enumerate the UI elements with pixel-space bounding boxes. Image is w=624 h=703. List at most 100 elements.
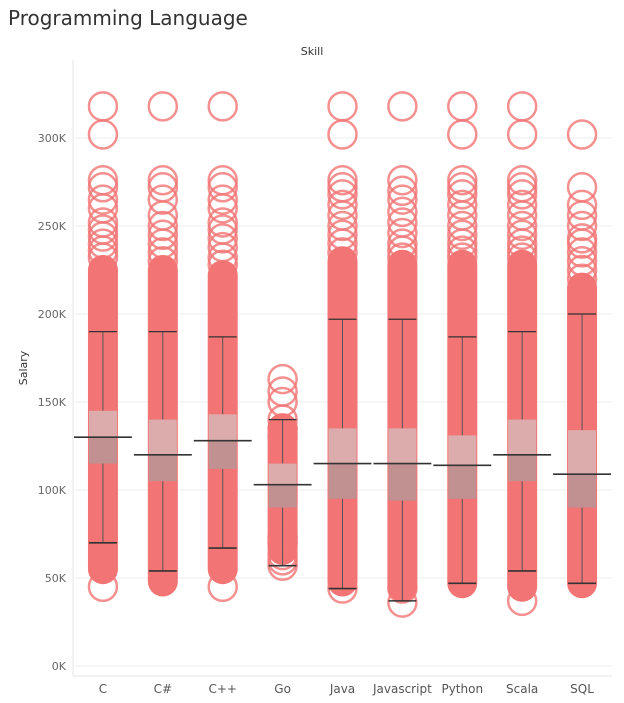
box-lower-half	[328, 463, 357, 499]
data-point	[147, 164, 179, 196]
data-point	[447, 235, 478, 266]
data-point	[207, 249, 238, 280]
data-point	[267, 386, 298, 418]
data-point	[506, 210, 538, 242]
data-point	[447, 242, 478, 273]
data-point	[207, 164, 238, 196]
y-tick-label: 200K	[38, 308, 67, 321]
data-point	[566, 189, 598, 221]
data-point	[506, 172, 538, 203]
y-tick-label: 50K	[45, 572, 67, 585]
data-point	[207, 571, 238, 603]
data-point	[506, 119, 538, 150]
data-point	[447, 210, 478, 242]
data-point	[506, 91, 538, 122]
y-tick-label: 150K	[38, 396, 67, 409]
data-point	[447, 179, 478, 210]
data-point	[387, 217, 418, 249]
y-axis-title: Salary	[17, 350, 30, 385]
box-upper-half	[268, 463, 297, 485]
x-tick-label: C#	[154, 682, 172, 696]
x-tick-label: Python	[441, 682, 483, 696]
data-point	[387, 207, 418, 238]
data-point	[506, 164, 538, 196]
data-point	[327, 119, 358, 150]
x-tick-label: Javascript	[372, 682, 432, 696]
data-point	[506, 242, 538, 273]
box-upper-half	[148, 419, 177, 455]
box-upper-half	[568, 430, 597, 475]
data-point	[87, 119, 119, 150]
data-point	[506, 219, 538, 251]
data-point	[87, 207, 119, 238]
data-point	[566, 172, 598, 203]
y-tick-label: 100K	[38, 484, 67, 497]
data-point	[447, 219, 478, 251]
data-point	[267, 376, 298, 407]
y-tick-label: 0K	[52, 660, 67, 673]
box-upper-half	[208, 414, 237, 441]
data-point	[207, 214, 238, 245]
data-point	[447, 119, 478, 150]
data-point	[327, 164, 358, 196]
box-upper-half	[508, 419, 537, 455]
data-point	[327, 91, 358, 122]
box-upper-half	[448, 435, 477, 466]
data-point	[147, 245, 179, 277]
box-upper-half	[328, 428, 357, 464]
data-point	[207, 172, 238, 203]
data-point	[387, 175, 418, 207]
data-point	[327, 237, 358, 268]
x-tick-label: C	[99, 682, 107, 696]
data-point	[207, 207, 238, 238]
y-tick-label: 250K	[38, 220, 67, 233]
data-point	[387, 91, 418, 122]
data-point	[387, 228, 418, 259]
data-point	[447, 164, 478, 196]
data-point	[327, 219, 358, 251]
box-lower-half	[268, 484, 297, 508]
data-point	[506, 189, 538, 221]
data-point	[566, 119, 598, 150]
box-upper-half	[88, 410, 117, 438]
data-point	[447, 91, 478, 122]
data-point	[387, 184, 418, 215]
data-point	[207, 231, 238, 263]
data-point	[147, 210, 179, 242]
data-point	[387, 242, 418, 273]
data-point	[327, 179, 358, 210]
data-point	[147, 237, 179, 268]
data-point	[566, 263, 598, 295]
data-point	[506, 179, 538, 210]
data-point	[566, 237, 598, 268]
data-point	[327, 189, 358, 221]
data-point	[506, 235, 538, 266]
data-point	[87, 571, 119, 603]
data-point	[147, 219, 179, 251]
data-point	[207, 91, 238, 122]
data-point	[207, 184, 238, 215]
data-point	[327, 172, 358, 203]
data-point	[87, 228, 119, 259]
data-point	[147, 91, 179, 122]
box-lower-half	[88, 437, 117, 464]
data-point	[87, 214, 119, 245]
column-header: Skill	[300, 45, 324, 58]
box-lower-half	[568, 474, 597, 508]
box-upper-half	[388, 428, 417, 464]
data-point	[387, 164, 418, 196]
x-tick-label: Scala	[506, 682, 538, 696]
box-lower-half	[388, 463, 417, 501]
page-title: Programming Language	[8, 6, 248, 30]
box-lower-half	[208, 440, 237, 469]
x-tick-label: Go	[274, 682, 291, 696]
data-point	[147, 172, 179, 203]
data-point	[566, 223, 598, 254]
data-point	[207, 223, 238, 254]
data-point	[87, 164, 119, 196]
data-point	[566, 245, 598, 277]
x-tick-label: C++	[208, 682, 237, 696]
data-point	[87, 91, 119, 122]
data-point	[506, 585, 538, 617]
